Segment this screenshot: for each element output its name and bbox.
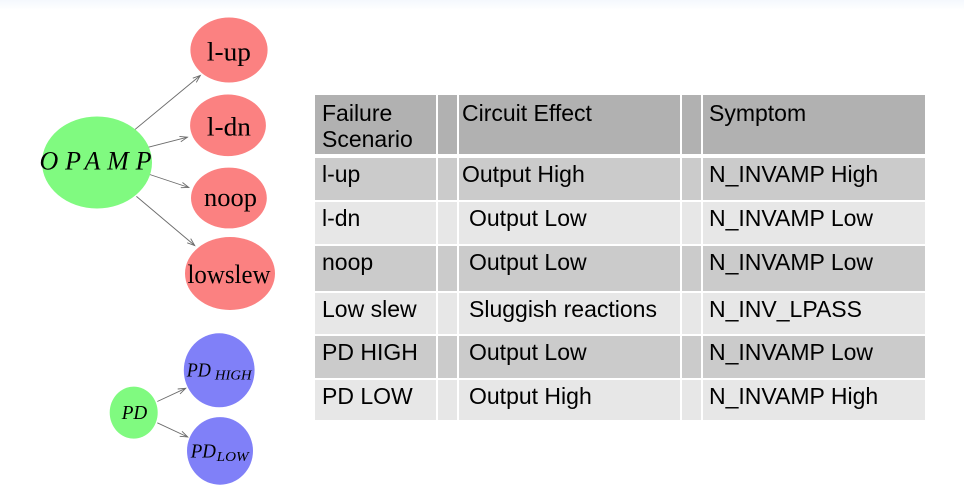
svg-text:noop: noop [204, 183, 257, 212]
svg-text:lowslew: lowslew [188, 260, 271, 289]
svg-text:HIGH: HIGH [214, 369, 253, 384]
svg-text:PD: PD [186, 360, 212, 382]
svg-text:PD: PD [190, 442, 216, 463]
svg-text:PD: PD [121, 402, 148, 424]
svg-text:l-dn: l-dn [207, 113, 251, 142]
svg-text:OPAMP: OPAMP [40, 147, 159, 176]
svg-text:l-up: l-up [207, 37, 251, 66]
svg-text:LOW: LOW [216, 449, 251, 464]
